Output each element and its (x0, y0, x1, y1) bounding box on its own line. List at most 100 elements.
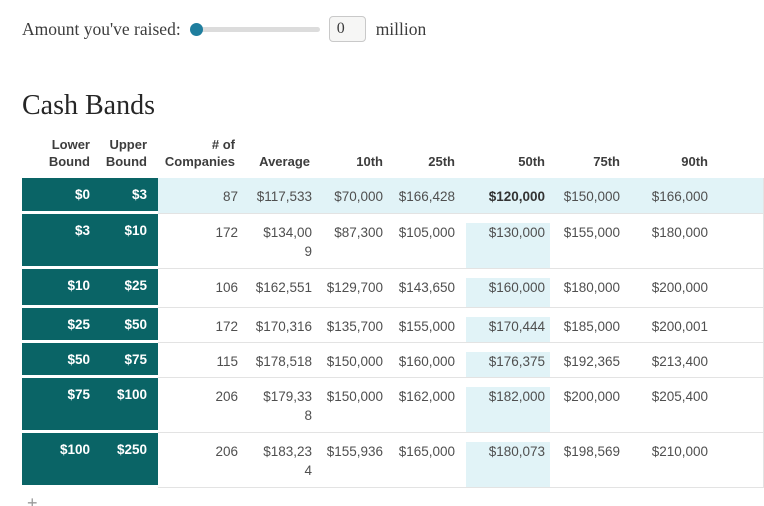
p75-cell: $192,365 (563, 353, 620, 369)
upper-bound-value: $25 (124, 277, 147, 293)
cash-band-cell[interactable]: $25 $50 (22, 307, 158, 343)
p90-cell: $200,000 (651, 279, 708, 295)
average-cell: $134,00 9 (263, 224, 312, 260)
lower-bound-value: $50 (67, 351, 90, 367)
p90-cell: $166,000 (651, 188, 708, 204)
num-companies-cell: 87 (222, 188, 238, 204)
table-row: $100 $250 206 $183,23 4 $155,936 $165,000 $180… (22, 432, 764, 488)
lower-bound-value: $75 (67, 386, 90, 402)
cash-bands-table: Lower Bound Upper Bound # of Companies A… (0, 136, 764, 488)
p75-cell: $200,000 (563, 388, 620, 404)
slider-handle[interactable] (189, 22, 203, 36)
p75-cell: $150,000 (563, 188, 620, 204)
table-row: $50 $75 115 $178,518 $150,000 $160,000 $176,37… (22, 342, 764, 378)
p75-cell: $155,000 (563, 224, 620, 240)
average-cell: $183,23 4 (263, 443, 312, 479)
col-header-25th: 25th (428, 154, 455, 170)
p90-cell: $205,400 (651, 388, 708, 404)
table-row-data: 172 $170,316 $135,700 $155,000 $170,444 $185,… (158, 307, 764, 343)
p50-cell: $120,000 (460, 186, 550, 213)
num-companies-cell: 206 (215, 388, 238, 404)
p90-cell: $180,000 (651, 224, 708, 240)
p10-cell: $135,700 (326, 318, 383, 334)
lower-bound-value: $10 (67, 277, 90, 293)
p25-cell: $155,000 (398, 318, 455, 334)
amount-input[interactable] (328, 16, 366, 42)
amount-unit-label: million (375, 18, 427, 39)
table-row-data: 172 $134,00 9 $87,300 $105,000 $130,000 $155,… (158, 213, 764, 269)
col-header-50th: 50th (518, 154, 545, 170)
p50-cell: $176,375 (460, 351, 550, 377)
amount-slider[interactable] (189, 22, 320, 36)
p10-cell: $70,000 (334, 188, 383, 204)
lower-bound-value: $25 (67, 316, 90, 332)
p25-cell: $105,000 (398, 224, 455, 240)
upper-bound-value: $3 (131, 186, 147, 202)
col-header-num-companies: # of Companies (164, 136, 235, 170)
lower-bound-value: $0 (74, 186, 90, 202)
table-row: $0 $3 87 $117,533 $70,000 $166,428 $120,000 $15… (22, 177, 764, 214)
table-row-data: 115 $178,518 $150,000 $160,000 $176,375 $192,… (158, 342, 764, 378)
table-row-data: 87 $117,533 $70,000 $166,428 $120,000 $150,00… (158, 177, 764, 214)
page-title: Cash Bands (22, 90, 155, 121)
p25-cell: $143,650 (398, 279, 455, 295)
cash-band-cell[interactable]: $3 $10 (22, 213, 158, 269)
expand-plus-icon[interactable]: + (27, 493, 38, 506)
p10-cell: $150,000 (326, 388, 383, 404)
num-companies-cell: 115 (216, 353, 238, 369)
amount-raised-label: Amount you've raised: (22, 18, 181, 39)
p10-cell: $155,936 (326, 443, 383, 459)
average-cell: $179,33 8 (263, 388, 312, 424)
col-header-90th: 90th (681, 154, 708, 170)
p75-cell: $185,000 (563, 318, 620, 334)
p50-cell: $180,073 (460, 441, 550, 487)
p75-cell: $198,569 (563, 443, 620, 459)
cash-band-cell[interactable]: $0 $3 (22, 177, 158, 214)
table-row: $75 $100 206 $179,33 8 $150,000 $162,000 $182,… (22, 377, 764, 433)
table-row-data: 206 $179,33 8 $150,000 $162,000 $182,000 $200… (158, 377, 764, 433)
num-companies-cell: 172 (215, 224, 238, 240)
p25-cell: $162,000 (398, 388, 455, 404)
table-body: $0 $3 87 $117,533 $70,000 $166,428 $120,000 $15… (0, 177, 764, 488)
table-row: $25 $50 172 $170,316 $135,700 $155,000 $170,44… (22, 307, 764, 343)
p50-cell: $160,000 (460, 277, 550, 307)
p90-cell: $213,400 (651, 353, 708, 369)
upper-bound-value: $75 (124, 351, 147, 367)
p75-cell: $180,000 (563, 279, 620, 295)
table-row: $10 $25 106 $162,551 $129,700 $143,650 $160,00… (22, 268, 764, 308)
p10-cell: $150,000 (326, 353, 383, 369)
slider-track[interactable] (195, 26, 320, 32)
cash-band-cell[interactable]: $10 $25 (22, 268, 158, 308)
col-header-lower-bound: Lower Bound (48, 136, 90, 170)
num-companies-cell: 206 (215, 443, 238, 459)
cash-band-cell[interactable]: $75 $100 (22, 377, 158, 433)
amount-raised-control: Amount you've raised: million (22, 16, 764, 42)
p25-cell: $160,000 (398, 353, 455, 369)
p10-cell: $87,300 (334, 224, 383, 240)
p25-cell: $165,000 (398, 443, 455, 459)
cash-band-cell[interactable]: $100 $250 (22, 432, 158, 488)
lower-bound-value: $3 (74, 222, 90, 238)
p90-cell: $200,001 (651, 318, 708, 334)
upper-bound-value: $250 (116, 441, 147, 457)
cash-band-cell[interactable]: $50 $75 (22, 342, 158, 378)
average-cell: $178,518 (255, 353, 312, 369)
num-companies-cell: 106 (215, 279, 238, 295)
p50-cell: $130,000 (460, 222, 550, 268)
col-header-10th: 10th (356, 154, 383, 170)
col-header-75th: 75th (593, 154, 620, 170)
lower-bound-value: $100 (59, 441, 90, 457)
p50-cell: $170,444 (460, 316, 550, 342)
p50-cell: $182,000 (460, 386, 550, 432)
col-header-upper-bound: Upper Bound (105, 136, 147, 170)
table-row: $3 $10 172 $134,00 9 $87,300 $105,000 $130,000… (22, 213, 764, 269)
upper-bound-value: $100 (116, 386, 147, 402)
average-cell: $170,316 (255, 318, 312, 334)
p90-cell: $210,000 (651, 443, 708, 459)
upper-bound-value: $50 (124, 316, 147, 332)
table-row-data: 206 $183,23 4 $155,936 $165,000 $180,073 $198… (158, 432, 764, 488)
p25-cell: $166,428 (398, 188, 455, 204)
average-cell: $162,551 (255, 279, 312, 295)
p10-cell: $129,700 (326, 279, 383, 295)
